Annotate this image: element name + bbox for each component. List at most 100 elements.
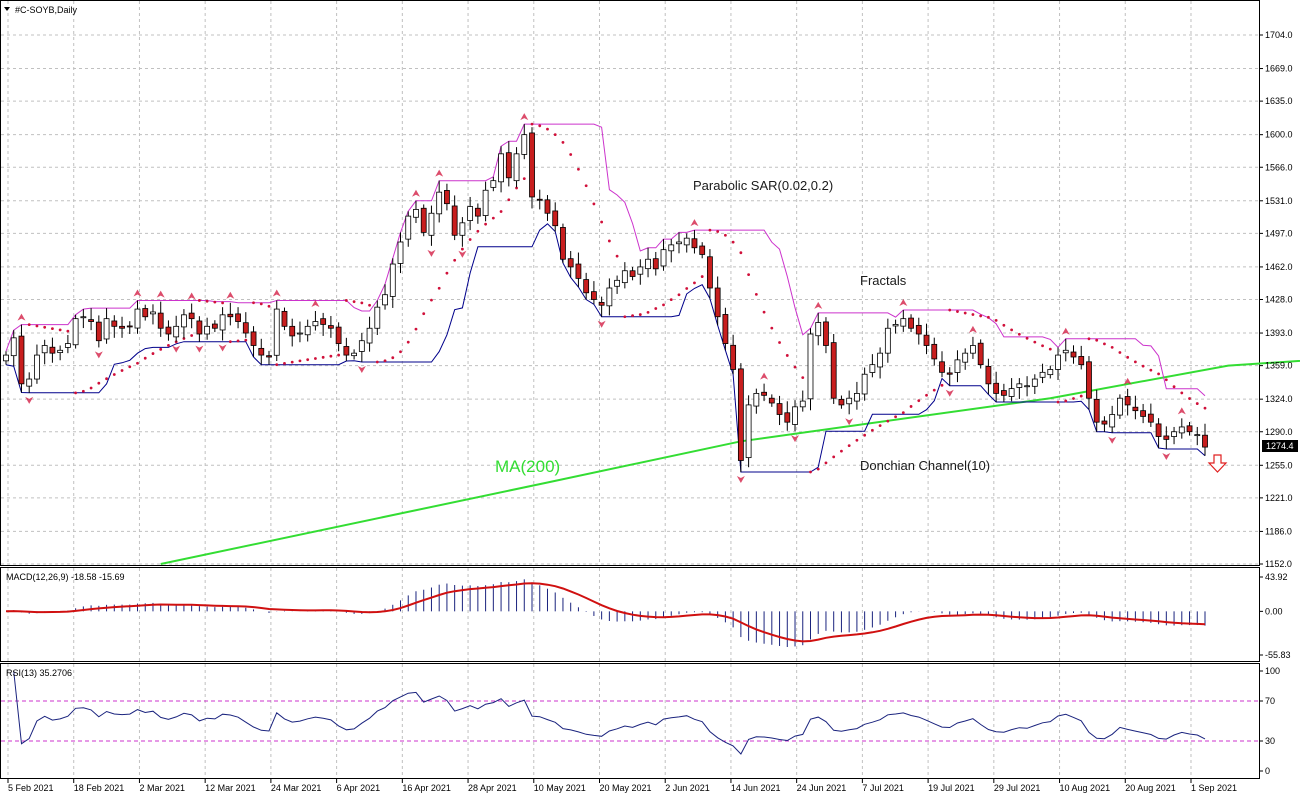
candle-body [1062, 349, 1069, 354]
candle-body [126, 325, 133, 328]
sar-dot [89, 386, 93, 390]
candle-body [1101, 420, 1108, 425]
candle-body [567, 258, 574, 268]
sar-dot [314, 357, 317, 360]
sar-dot [105, 377, 108, 381]
candle-body [1186, 425, 1193, 433]
price-tick-label: 1704.0 [1265, 30, 1293, 40]
sar-dot [1164, 378, 1168, 382]
sar-dot [685, 287, 689, 290]
sar-dot [1110, 345, 1114, 349]
sar-dot [1010, 328, 1014, 332]
candle-body [320, 318, 327, 325]
price-tick-label: 1428.0 [1265, 295, 1293, 305]
candle-body [397, 241, 404, 264]
sar-dot [607, 239, 611, 243]
parabolic-sar [12, 122, 1207, 474]
sar-dot [267, 304, 271, 308]
sar-dot [592, 202, 596, 206]
sar-dot [700, 275, 704, 278]
sar-dot [167, 344, 170, 347]
sar-dot [546, 127, 549, 131]
dropdown-triangle-icon[interactable] [4, 7, 10, 11]
candle-body [730, 344, 737, 370]
last-price: 1274.4 [1266, 441, 1294, 451]
sar-dot [205, 299, 209, 303]
candle-body [196, 320, 203, 335]
fractal-up-marker [435, 169, 444, 177]
candle-body [474, 207, 481, 217]
price-tick-label: 1152.0 [1265, 559, 1292, 569]
fractal-down-marker [597, 320, 606, 328]
sar-dot [724, 233, 727, 237]
candle-body [923, 334, 930, 346]
candle-body [807, 333, 814, 400]
sar-dot [1103, 342, 1106, 346]
sar-dot [553, 133, 557, 137]
candle-body [204, 325, 211, 335]
rsi-series [1, 670, 1259, 755]
rsi-label: RSI(13) 35.2706 [6, 668, 72, 678]
fractal-up-marker [899, 299, 908, 307]
candle-body [668, 244, 675, 252]
candle-body [645, 258, 651, 270]
candle-body [939, 361, 945, 373]
candle-body [1171, 431, 1177, 437]
candle-body [970, 345, 976, 354]
sar-dot [391, 356, 395, 360]
sar-dot [754, 292, 758, 296]
sar-dot [190, 334, 194, 337]
candle-body [784, 412, 791, 423]
rsi-tick-label: 30 [1265, 736, 1275, 746]
candle-body [544, 199, 551, 214]
candle-body [1078, 356, 1085, 366]
candle-body [776, 403, 783, 415]
candle-body [629, 270, 636, 277]
candle-body [444, 190, 450, 205]
fractal-up-marker [156, 290, 165, 298]
candle-body [985, 365, 992, 385]
candle-body [1008, 388, 1015, 397]
sar-dot [1172, 385, 1176, 389]
sar-dot [399, 350, 402, 354]
sar-dot [174, 340, 178, 344]
sar-dot [507, 198, 511, 202]
sar-dot [360, 301, 364, 305]
sar-dot [1056, 400, 1060, 404]
candle-body [498, 153, 504, 183]
sar-dot [383, 359, 387, 363]
candle-body [1047, 369, 1054, 376]
sar-dot [886, 419, 890, 423]
candle-body [103, 318, 110, 340]
candle-body [521, 134, 528, 155]
sar-dot [252, 301, 255, 305]
fractal-down-marker [458, 250, 467, 258]
sar-dot [669, 298, 673, 301]
candle-body [823, 321, 829, 346]
sar-dot [1118, 351, 1122, 354]
date-tick-label: 24 Jun 2021 [797, 783, 847, 793]
fractal-down-marker [845, 418, 854, 426]
candle-body [181, 314, 187, 328]
candle-body [297, 332, 303, 335]
macd-label: MACD(12,26,9) -18.58 -15.69 [6, 572, 125, 582]
sar-dot [136, 361, 139, 365]
candle-body [529, 132, 535, 198]
sar-dot [979, 314, 983, 318]
sar-dot [484, 222, 487, 226]
sar-dot [1041, 344, 1044, 348]
sar-dot [35, 324, 39, 328]
fractal-up-marker [1061, 327, 1070, 335]
macd-series [5, 579, 1206, 648]
sar-dot [987, 315, 990, 319]
sar-dot [151, 352, 155, 355]
candle-body [111, 320, 118, 327]
sar-dot [646, 310, 650, 314]
sar-dot [283, 361, 286, 365]
candle-body [714, 287, 721, 318]
candle-body [614, 279, 621, 287]
sar-dot [793, 365, 797, 369]
candle-body [1155, 423, 1162, 437]
candle-body [799, 400, 806, 408]
donchian-channel [5, 123, 1206, 473]
